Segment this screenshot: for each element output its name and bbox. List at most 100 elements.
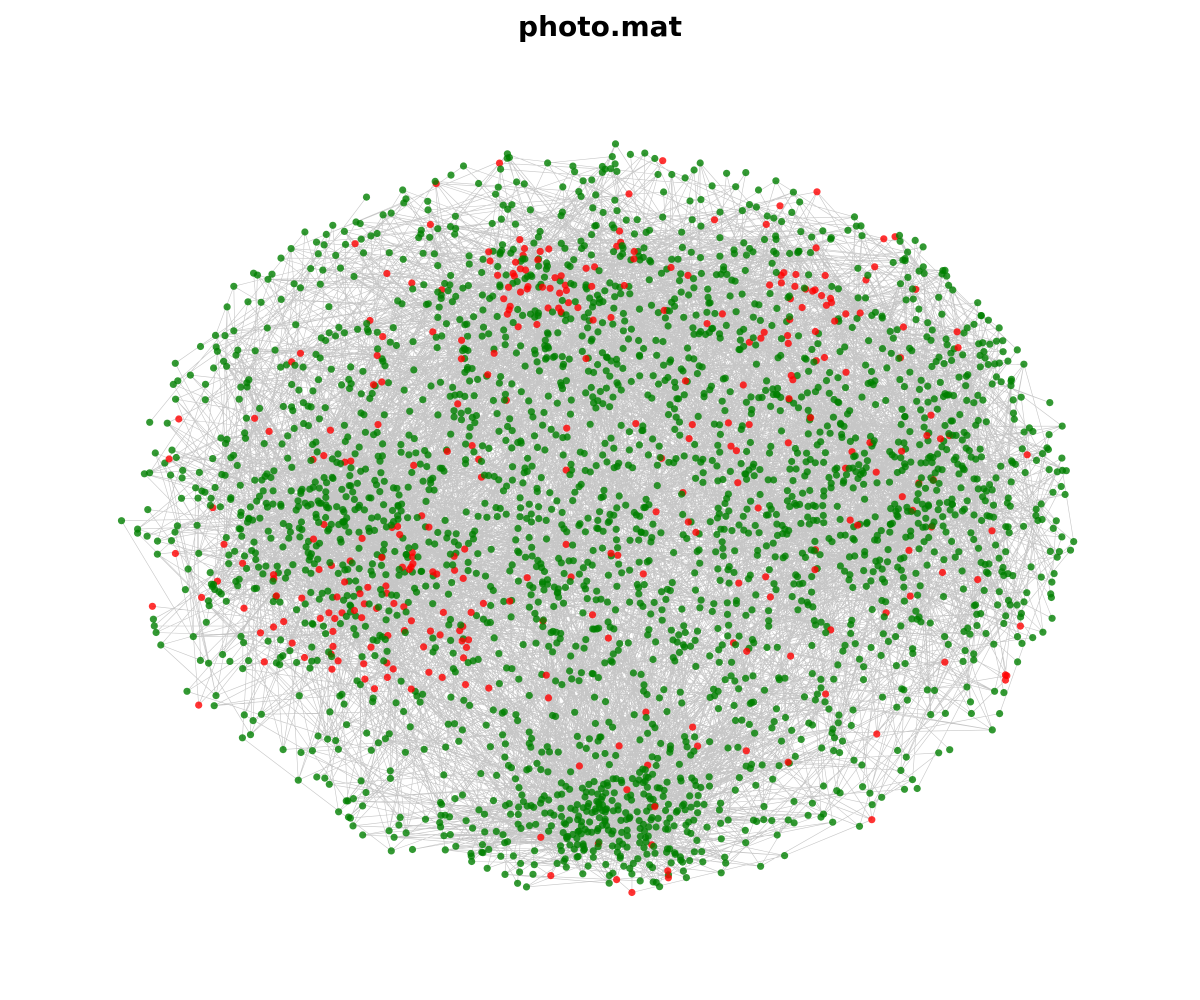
node bbox=[774, 384, 782, 392]
node bbox=[464, 407, 472, 415]
node bbox=[725, 579, 733, 587]
node bbox=[798, 303, 806, 312]
node bbox=[920, 538, 928, 546]
node bbox=[580, 644, 588, 652]
node bbox=[951, 511, 959, 519]
node bbox=[472, 569, 480, 577]
node bbox=[691, 733, 699, 741]
node bbox=[750, 639, 758, 647]
node bbox=[397, 448, 405, 456]
node bbox=[245, 657, 253, 665]
node bbox=[819, 502, 827, 510]
node bbox=[825, 389, 833, 397]
node bbox=[480, 471, 489, 479]
node bbox=[474, 550, 482, 558]
node bbox=[516, 494, 524, 502]
node bbox=[367, 232, 375, 240]
node bbox=[134, 525, 142, 533]
node bbox=[516, 288, 525, 296]
node bbox=[217, 590, 225, 598]
node bbox=[950, 456, 958, 464]
node bbox=[613, 207, 621, 215]
node bbox=[773, 304, 781, 312]
node bbox=[558, 681, 566, 689]
node bbox=[538, 748, 546, 756]
node bbox=[329, 474, 337, 483]
node bbox=[395, 821, 403, 829]
node bbox=[413, 514, 421, 522]
node bbox=[387, 847, 395, 855]
node bbox=[885, 478, 894, 486]
node bbox=[980, 586, 988, 595]
node bbox=[315, 415, 323, 423]
node bbox=[596, 387, 605, 396]
node bbox=[636, 877, 644, 885]
node bbox=[698, 848, 706, 856]
node bbox=[648, 864, 657, 872]
node bbox=[594, 790, 602, 798]
node bbox=[779, 530, 787, 538]
node bbox=[966, 698, 975, 706]
node bbox=[647, 538, 655, 546]
node bbox=[700, 393, 708, 401]
node bbox=[385, 607, 393, 615]
node bbox=[716, 448, 724, 456]
node bbox=[829, 413, 838, 421]
node bbox=[743, 505, 751, 513]
node bbox=[440, 832, 448, 840]
node bbox=[426, 627, 435, 635]
node bbox=[607, 165, 615, 173]
node bbox=[1004, 596, 1013, 605]
node bbox=[479, 599, 487, 608]
node bbox=[900, 785, 909, 793]
node bbox=[493, 410, 501, 418]
node bbox=[848, 323, 856, 332]
node bbox=[686, 792, 694, 800]
node bbox=[527, 802, 535, 810]
node bbox=[886, 520, 895, 528]
node bbox=[661, 376, 669, 384]
node bbox=[687, 248, 695, 256]
node bbox=[783, 487, 792, 495]
node bbox=[363, 729, 371, 737]
node bbox=[653, 351, 661, 359]
node bbox=[314, 732, 322, 740]
node bbox=[381, 635, 389, 644]
node bbox=[553, 399, 561, 407]
node bbox=[291, 361, 299, 369]
node bbox=[509, 319, 517, 327]
node bbox=[871, 377, 879, 385]
node bbox=[488, 219, 496, 228]
node bbox=[834, 661, 842, 669]
node bbox=[385, 249, 393, 257]
node bbox=[951, 553, 959, 561]
node bbox=[892, 633, 900, 641]
node bbox=[999, 337, 1007, 345]
node bbox=[613, 582, 621, 590]
node bbox=[519, 641, 527, 649]
node bbox=[529, 584, 537, 592]
node bbox=[340, 227, 348, 235]
node bbox=[457, 409, 465, 417]
node bbox=[183, 687, 191, 695]
node bbox=[404, 598, 412, 607]
node bbox=[405, 565, 413, 574]
node bbox=[1053, 553, 1061, 561]
node bbox=[909, 645, 917, 653]
node bbox=[619, 250, 627, 258]
node bbox=[718, 310, 727, 318]
node bbox=[573, 834, 581, 842]
node bbox=[667, 263, 675, 272]
node bbox=[609, 775, 617, 783]
node bbox=[718, 397, 726, 405]
node bbox=[514, 879, 522, 887]
node bbox=[422, 497, 430, 505]
node bbox=[912, 569, 920, 577]
node bbox=[1047, 590, 1055, 598]
node bbox=[684, 271, 692, 279]
node bbox=[863, 518, 871, 527]
node bbox=[165, 455, 173, 463]
node bbox=[775, 762, 783, 770]
node bbox=[362, 193, 371, 201]
node bbox=[611, 140, 620, 148]
